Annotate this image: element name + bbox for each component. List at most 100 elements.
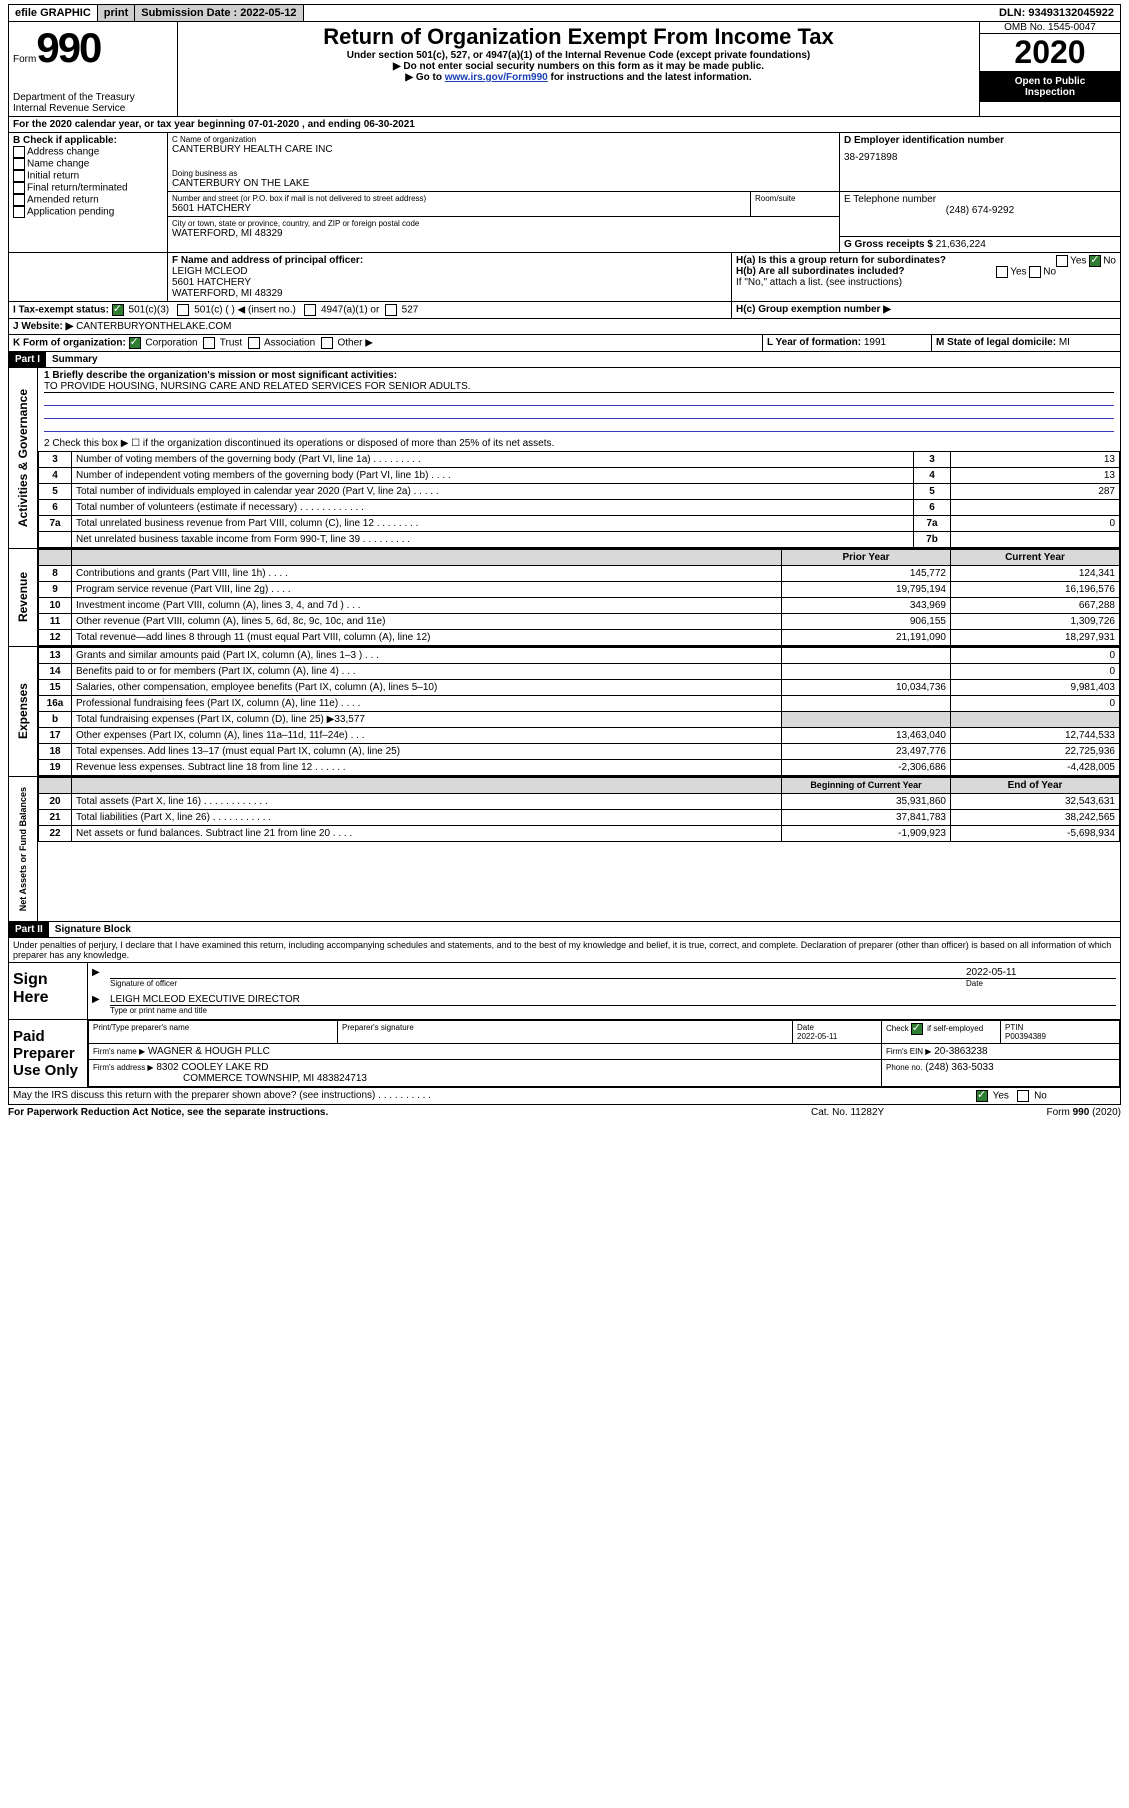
current-year-value: 18,297,931 — [951, 630, 1120, 646]
irs-link[interactable]: www.irs.gov/Form990 — [445, 72, 548, 83]
checkbox-trust[interactable] — [203, 337, 215, 349]
line-label: Number of voting members of the governin… — [72, 452, 914, 468]
org-name: CANTERBURY HEALTH CARE INC — [172, 144, 835, 155]
dln-value: 93493132045922 — [1028, 7, 1114, 19]
part-2-header-row: Part II Signature Block — [8, 922, 1121, 938]
checkbox-initial-return[interactable]: Initial return — [13, 170, 163, 182]
footer-left: For Paperwork Reduction Act Notice, see … — [8, 1107, 811, 1118]
part-1-body: Activities & Governance 1 Briefly descri… — [8, 368, 1121, 549]
line-boxno: 6 — [914, 500, 951, 516]
tax-status-row: I Tax-exempt status: 501(c)(3) 501(c) ( … — [8, 302, 1121, 319]
line-label: Benefits paid to or for members (Part IX… — [72, 664, 782, 680]
checkbox-4947[interactable] — [304, 304, 316, 316]
form-number: 990 — [36, 24, 100, 71]
current-year-value: 124,341 — [951, 566, 1120, 582]
checkbox-final-return[interactable]: Final return/terminated — [13, 182, 163, 194]
line-number: 15 — [39, 680, 72, 696]
box-m-label: M State of legal domicile: — [936, 337, 1056, 348]
checkbox-other[interactable] — [321, 337, 333, 349]
part-2-title: Signature Block — [49, 922, 137, 937]
line-label: Total assets (Part X, line 16) . . . . .… — [72, 794, 782, 810]
ptin-value: P00394389 — [1005, 1032, 1046, 1041]
vlabel-revenue: Revenue — [14, 562, 32, 632]
current-year-value: 0 — [951, 696, 1120, 712]
line-number: 4 — [39, 468, 72, 484]
checkbox-name-change[interactable]: Name change — [13, 158, 163, 170]
prior-year-value: 906,155 — [782, 614, 951, 630]
line-boxno: 7b — [914, 532, 951, 548]
dept-treasury: Department of the Treasury — [13, 92, 173, 103]
line-label: Total number of volunteers (estimate if … — [72, 500, 914, 516]
line-value — [951, 532, 1120, 548]
box-e-label: E Telephone number — [844, 194, 1116, 205]
line-number: 13 — [39, 648, 72, 664]
line-number: 10 — [39, 598, 72, 614]
checkbox-527[interactable] — [385, 304, 397, 316]
tax-year-end: 06-30-2021 — [364, 119, 415, 130]
part-2-header: Part II — [9, 922, 49, 937]
line-number: 3 — [39, 452, 72, 468]
sig-officer-label: Signature of officer — [110, 979, 966, 988]
checkbox-association[interactable] — [248, 337, 260, 349]
current-year-value: 32,543,631 — [951, 794, 1120, 810]
part-1-title: Summary — [46, 352, 104, 367]
page-footer: For Paperwork Reduction Act Notice, see … — [8, 1105, 1121, 1120]
revenue-section: Revenue Prior YearCurrent Year 8 Contrib… — [8, 549, 1121, 647]
checkbox-corporation[interactable] — [129, 337, 141, 349]
current-year-value: -5,698,934 — [951, 826, 1120, 842]
vlabel-expenses: Expenses — [14, 673, 32, 749]
officer-addr: 5601 HATCHERY — [172, 277, 727, 288]
sig-date: 2022-05-11 — [966, 967, 1116, 978]
line-label: Other expenses (Part IX, column (A), lin… — [72, 728, 782, 744]
prep-sig-label: Preparer's signature — [338, 1021, 793, 1044]
box-i-label: I Tax-exempt status: — [13, 305, 109, 316]
firm-ein: 20-3863238 — [934, 1046, 987, 1057]
line-label: Total expenses. Add lines 13–17 (must eq… — [72, 744, 782, 760]
print-button[interactable]: print — [98, 5, 135, 21]
checkbox-self-employed[interactable] — [911, 1023, 923, 1035]
current-year-value: 0 — [951, 648, 1120, 664]
q1-text: TO PROVIDE HOUSING, NURSING CARE AND REL… — [44, 381, 1114, 393]
line-number — [39, 532, 72, 548]
prior-year-value: 145,772 — [782, 566, 951, 582]
prior-year-value: -1,909,923 — [782, 826, 951, 842]
line-number: 18 — [39, 744, 72, 760]
checkbox-application-pending[interactable]: Application pending — [13, 206, 163, 218]
line-value: 13 — [951, 468, 1120, 484]
form-title: Return of Organization Exempt From Incom… — [182, 24, 975, 50]
arrow-icon — [92, 967, 110, 988]
form-number-box: Form990 — [13, 24, 173, 72]
dln-box: DLN: 93493132045922 — [993, 5, 1120, 21]
current-year-value: 0 — [951, 664, 1120, 680]
part-1-header-row: Part I Summary — [8, 352, 1121, 368]
efile-label: efile GRAPHIC — [9, 5, 98, 21]
netassets-table: Beginning of Current YearEnd of Year 20 … — [38, 777, 1120, 842]
line-label: Total liabilities (Part X, line 26) . . … — [72, 810, 782, 826]
line-label: Total fundraising expenses (Part IX, col… — [72, 712, 782, 728]
line-label: Program service revenue (Part VIII, line… — [72, 582, 782, 598]
checkbox-discuss-yes[interactable] — [976, 1090, 988, 1102]
checkbox-amended-return[interactable]: Amended return — [13, 194, 163, 206]
line-label: Net unrelated business taxable income fr… — [72, 532, 914, 548]
prior-year-value: 23,497,776 — [782, 744, 951, 760]
box-c-label: C Name of organization — [172, 135, 835, 144]
form-word: Form — [13, 54, 36, 65]
officer-row: F Name and address of principal officer:… — [8, 253, 1121, 302]
tax-year: 2020 — [980, 33, 1120, 72]
checkbox-501c[interactable] — [177, 304, 189, 316]
checkbox-discuss-no[interactable] — [1017, 1090, 1029, 1102]
prior-year-value — [782, 696, 951, 712]
line-boxno: 5 — [914, 484, 951, 500]
checkbox-501c3[interactable] — [112, 304, 124, 316]
firm-addr1: 8302 COOLEY LAKE RD — [156, 1062, 268, 1073]
revenue-table: Prior YearCurrent Year 8 Contributions a… — [38, 549, 1120, 646]
line-value: 0 — [951, 516, 1120, 532]
line-number: 5 — [39, 484, 72, 500]
box-g-label: G Gross receipts $ — [844, 239, 933, 250]
omb-number: OMB No. 1545-0047 — [980, 22, 1120, 33]
checkbox-address-change[interactable]: Address change — [13, 146, 163, 158]
current-year-value: 9,981,403 — [951, 680, 1120, 696]
org-city: WATERFORD, MI 48329 — [172, 228, 835, 239]
discuss-text: May the IRS discuss this return with the… — [9, 1088, 972, 1104]
tax-year-begin: 07-01-2020 — [248, 119, 299, 130]
